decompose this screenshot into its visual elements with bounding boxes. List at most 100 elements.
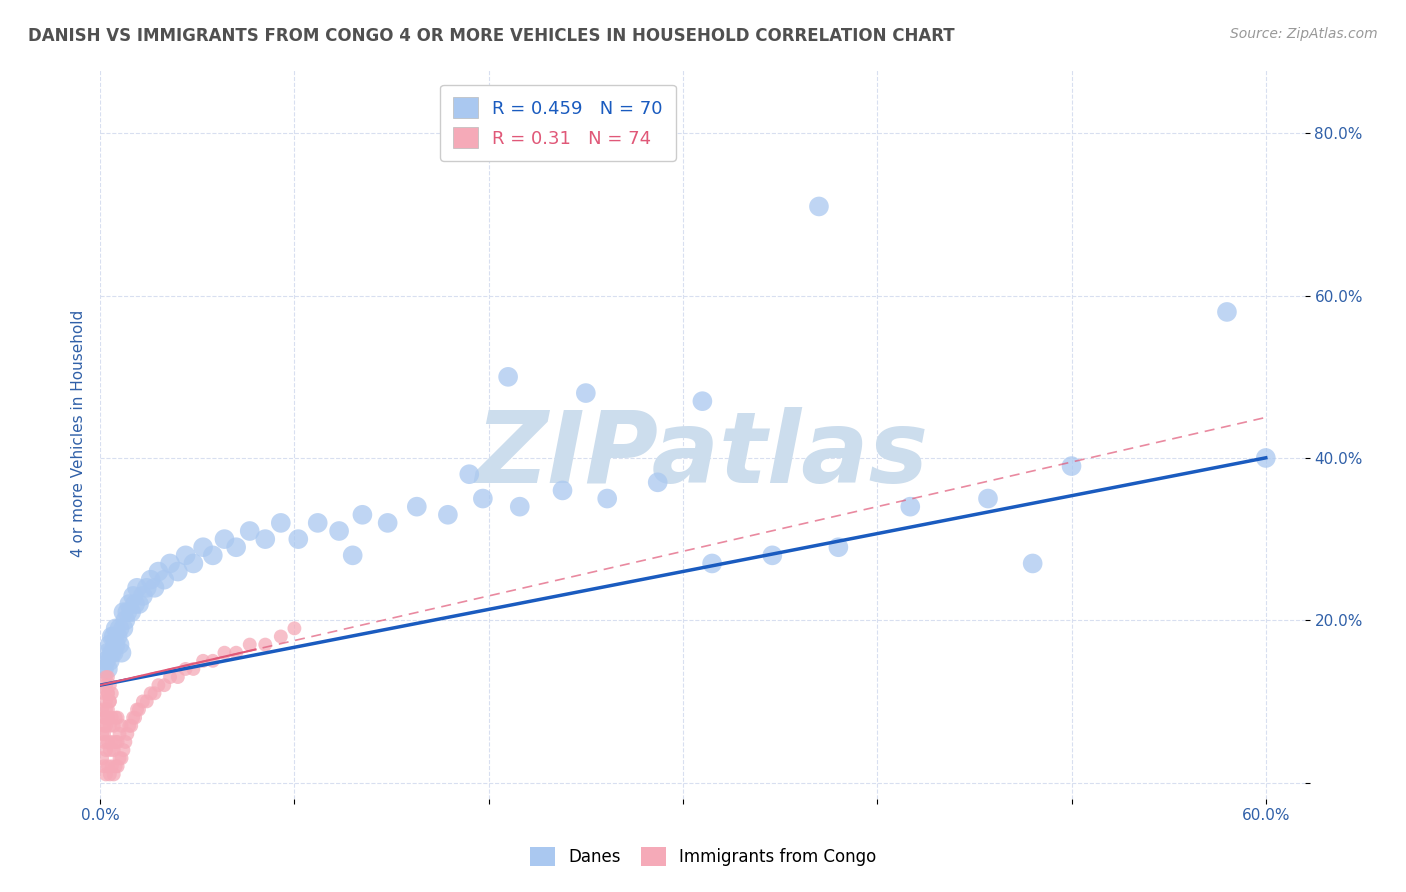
Point [143,686,166,700]
Point [93,686,115,700]
Point [104,735,127,749]
Point [183,662,205,676]
Point [98,694,121,708]
Point [94,719,117,733]
Point [91,702,114,716]
Legend: R = 0.459   N = 70, R = 0.31   N = 74: R = 0.459 N = 70, R = 0.31 N = 74 [440,85,676,161]
Point [128,597,150,611]
Text: ZIPatlas: ZIPatlas [475,407,929,504]
Point [104,638,127,652]
Point [125,581,148,595]
Point [1060,459,1083,474]
Point [112,605,135,619]
Point [124,711,146,725]
Point [342,549,364,563]
Point [166,670,188,684]
Point [101,630,124,644]
Point [139,686,162,700]
Point [103,743,125,757]
Point [103,719,125,733]
Point [108,751,131,765]
Point [135,694,157,708]
Point [254,638,277,652]
Point [139,573,162,587]
Point [898,500,921,514]
Point [101,759,124,773]
Point [93,711,115,725]
Point [98,767,121,781]
Point [98,638,121,652]
Point [159,670,181,684]
Point [118,597,141,611]
Point [551,483,574,498]
Point [191,654,214,668]
Point [98,719,121,733]
Point [827,540,849,554]
Point [132,694,155,708]
Point [254,532,277,546]
Point [700,557,723,571]
Point [437,508,460,522]
Point [596,491,619,506]
Point [108,638,131,652]
Point [103,767,125,781]
Point [104,621,127,635]
Point [94,678,117,692]
Point [110,646,132,660]
Point [214,532,236,546]
Legend: Danes, Immigrants from Congo: Danes, Immigrants from Congo [522,838,884,875]
Point [471,491,494,506]
Point [117,727,139,741]
Point [97,662,120,676]
Point [183,557,205,571]
Point [239,524,262,538]
Point [110,751,132,765]
Point [148,678,170,692]
Point [101,711,124,725]
Point [93,727,115,741]
Point [94,654,117,668]
Point [132,589,155,603]
Point [98,694,121,708]
Point [97,702,120,716]
Point [377,516,399,530]
Point [225,540,247,554]
Point [1254,450,1277,465]
Point [270,630,292,644]
Point [118,719,141,733]
Point [110,719,132,733]
Point [112,621,135,635]
Point [201,654,224,668]
Point [1021,557,1043,571]
Point [101,686,124,700]
Point [107,630,129,644]
Point [97,711,120,725]
Point [97,686,120,700]
Point [101,735,124,749]
Point [174,549,197,563]
Point [97,646,120,660]
Point [120,605,142,619]
Point [93,735,115,749]
Point [159,557,181,571]
Point [94,767,117,781]
Point [91,727,114,741]
Point [97,686,120,700]
Point [201,549,224,563]
Point [101,646,124,660]
Point [509,500,531,514]
Point [148,565,170,579]
Point [120,719,142,733]
Point [117,605,139,619]
Point [94,743,117,757]
Text: Source: ZipAtlas.com: Source: ZipAtlas.com [1230,27,1378,41]
Point [94,670,117,684]
Point [458,467,481,482]
Point [352,508,374,522]
Point [135,581,157,595]
Point [328,524,350,538]
Point [575,386,598,401]
Text: DANISH VS IMMIGRANTS FROM CONGO 4 OR MORE VEHICLES IN HOUSEHOLD CORRELATION CHAR: DANISH VS IMMIGRANTS FROM CONGO 4 OR MOR… [28,27,955,45]
Point [98,743,121,757]
Point [807,199,830,213]
